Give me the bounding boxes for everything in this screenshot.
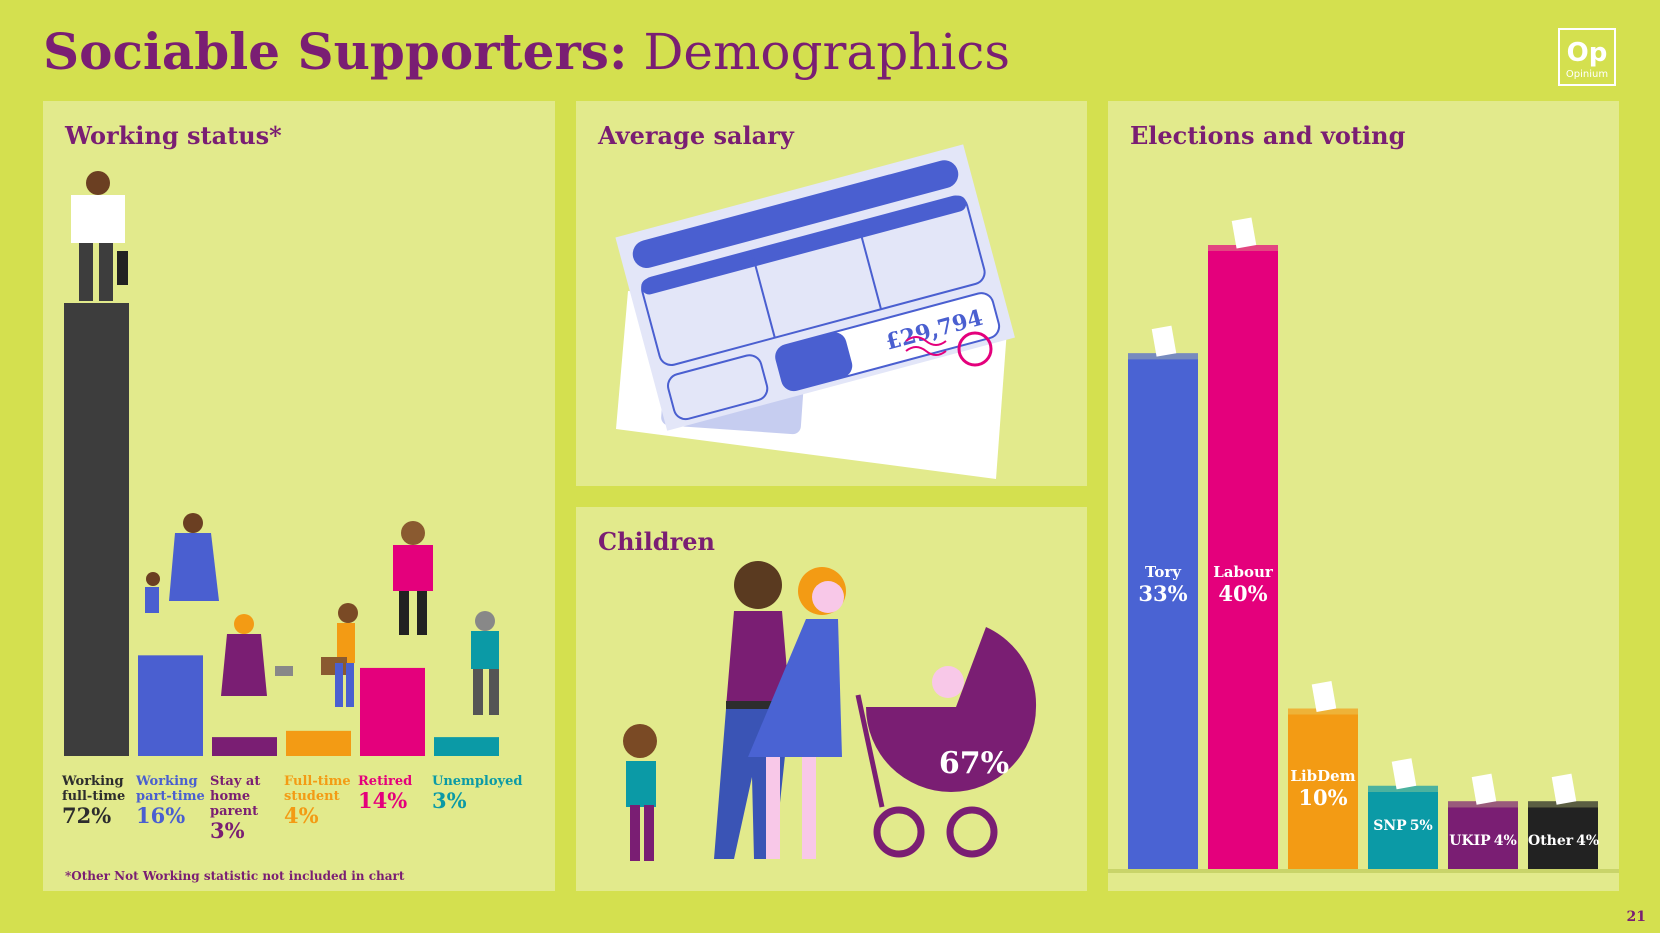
label-ukip: UKIP 4% [1448,833,1518,849]
label-stay-at-home-parent: Stay at home parent 3% [210,774,286,843]
postage-stamp-icon [905,331,993,367]
ballot-slot-labour [1208,245,1278,251]
label-other: Other 4% [1528,833,1600,850]
party-name: SNP [1373,817,1407,834]
mother-figure-icon [748,567,846,859]
working-status-title: Working status* [65,121,282,150]
party-name: Other [1528,833,1574,850]
page-title-regular: Demographics [643,23,1011,81]
label-working-full-time: Working full-time 72% [62,774,138,828]
category-label: Unemployed [432,774,523,789]
bar-retired [360,667,425,756]
average-salary-panel: Average salary £29,794 [576,101,1087,486]
label-snp: SNP 5% [1368,818,1438,834]
bar-working-full-time [64,303,129,756]
category-label: Retired [358,774,413,789]
ballot-slot-tory [1128,353,1198,360]
label-tory: Tory 33% [1128,563,1198,606]
ballot-paper-icon [1151,325,1177,357]
ballot-paper-icon [1391,758,1417,790]
party-value: 5% [1409,817,1433,834]
unemployed-figure-icon [471,611,499,715]
bar-full-time-student [286,730,351,756]
ballot-paper-icon [1311,680,1337,713]
pram-icon: 67% [855,627,1037,858]
label-labour: Labour 40% [1208,563,1278,606]
ballot-slot-libdem [1288,708,1358,715]
logo-text: Op [1566,38,1608,68]
value-label: 4% [284,803,319,828]
bar-other [1528,807,1598,869]
elections-title: Elections and voting [1130,121,1406,150]
parent-baby-figure-icon [221,614,293,696]
party-name: UKIP [1449,833,1491,850]
retired-figure-icon [393,521,433,635]
worker-figure-icon [71,171,128,301]
working-status-panel: Working status* [43,101,555,891]
elections-panel: Elections and voting Tory 33% Labour 40% Lib… [1108,101,1619,891]
bar-tory [1128,359,1198,869]
party-name: Tory [1144,563,1182,581]
party-value: 4% [1576,833,1600,850]
working-status-chart [64,171,499,756]
elections-chart [1108,217,1619,873]
category-label: Stay at home parent [210,774,261,819]
value-label: 72% [62,803,112,828]
ballot-paper-icon [1231,217,1257,249]
party-value: 40% [1218,581,1268,606]
bar-libdem [1288,714,1358,869]
average-salary-title: Average salary [598,121,794,150]
children-title: Children [598,527,715,556]
children-value: 67% [939,746,1009,781]
payslip-illustration: £29,794 [615,144,1015,479]
bar-labour [1208,251,1278,869]
ballot-slot-other [1528,801,1598,808]
party-name: Labour [1213,563,1273,581]
baseline [1108,869,1619,873]
payslip-icon: £29,794 [615,144,1015,431]
label-full-time-student: Full-time student 4% [284,774,360,828]
category-label: Working part-time [136,774,205,804]
label-unemployed: Unemployed 3% [432,774,522,813]
ballot-paper-icon [1551,773,1577,805]
category-label: Working full-time [62,774,126,804]
ballot-slot-snp [1368,785,1438,792]
page-number: 21 [1626,909,1646,925]
label-libdem: LibDem 10% [1288,767,1358,810]
student-figure-icon [321,603,358,707]
label-working-part-time: Working part-time 16% [136,774,212,828]
label-retired: Retired 14% [358,774,434,813]
ballot-paper-icon [1471,773,1497,805]
family-illustration: 67% [623,561,1037,861]
value-label: 3% [432,788,467,813]
page-title: Sociable Supporters: Demographics [43,22,1010,81]
child-figure-icon [623,724,657,861]
children-panel: Children 67% [576,507,1087,891]
page-title-bold: Sociable Supporters: [43,22,628,81]
value-label: 14% [358,788,408,813]
party-value: 10% [1298,784,1348,810]
party-value: 4% [1493,833,1517,850]
ballot-slot-ukip [1448,801,1518,808]
bar-snp [1368,791,1438,869]
party-name: LibDem [1290,766,1356,785]
value-label: 16% [136,803,186,828]
opinium-logo: Op Opinium [1558,28,1616,86]
working-status-footnote: *Other Not Working statistic not include… [65,869,405,883]
bar-unemployed [434,737,499,756]
logo-name: Opinium [1565,69,1609,80]
category-label: Full-time student [284,774,351,804]
bar-ukip [1448,807,1518,869]
value-label: 3% [210,818,245,843]
party-value: 33% [1138,581,1188,606]
bar-stay-at-home-parent [212,737,277,756]
parent-child-figure-icon [145,513,219,613]
bar-working-part-time [138,655,203,756]
